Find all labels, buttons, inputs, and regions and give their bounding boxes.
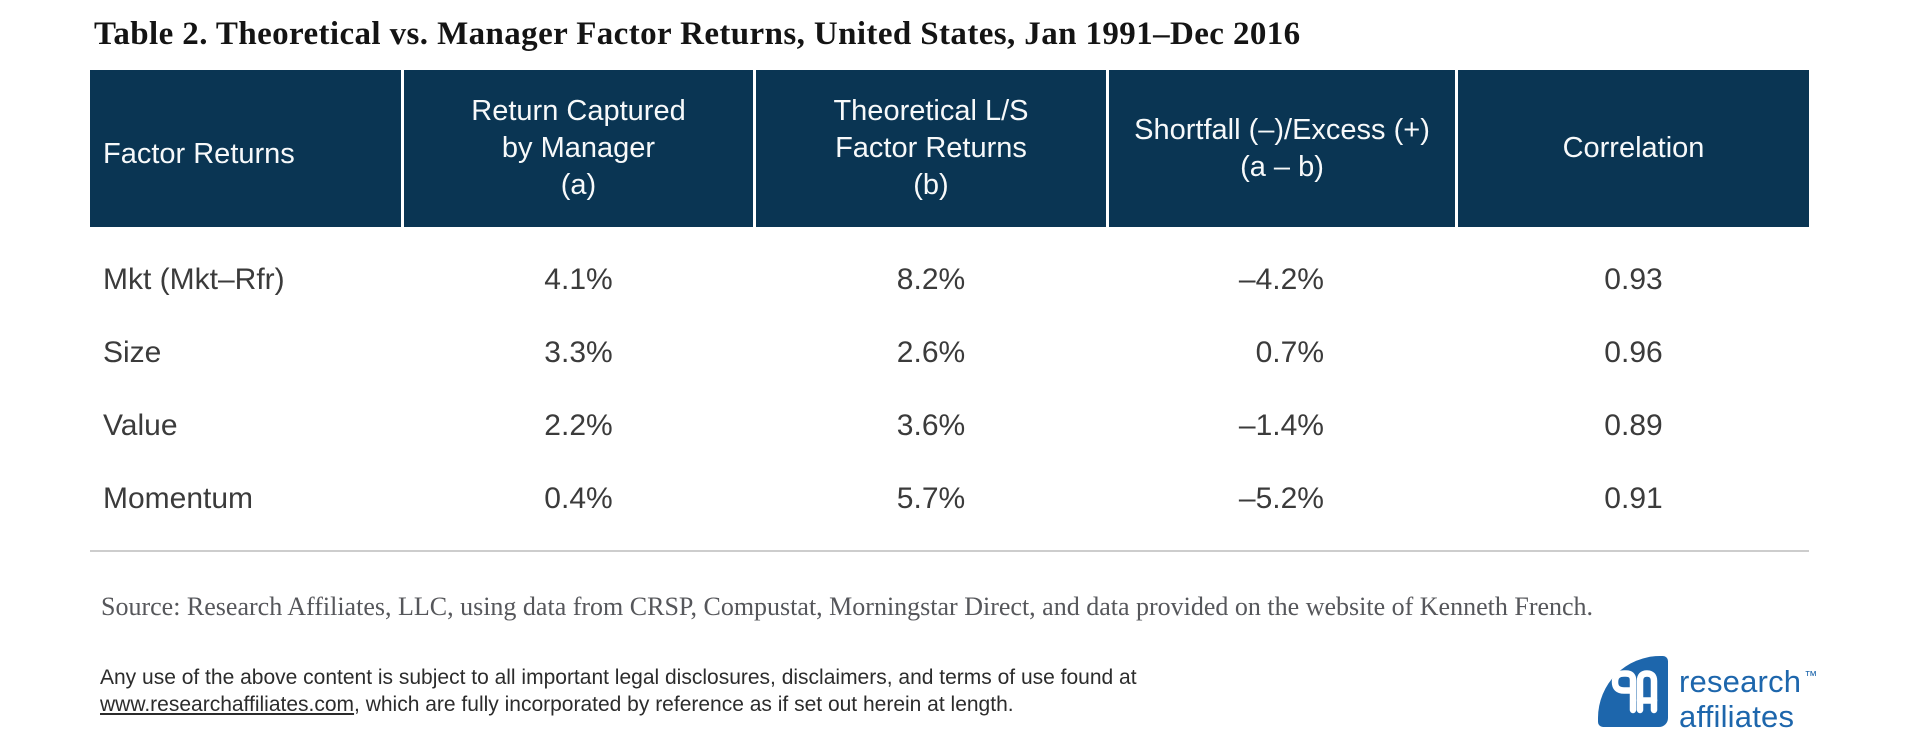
table-row-mkt: Mkt (Mkt–Rfr) 4.1% 8.2% –4.2% 0.93 bbox=[90, 243, 1809, 316]
shortfall-excess-value: –4.2% bbox=[1238, 262, 1324, 296]
manager-return-value: 4.1% bbox=[544, 262, 613, 296]
correlation-value: 0.96 bbox=[1604, 335, 1663, 369]
theoretical-return-value: 2.6% bbox=[896, 335, 966, 369]
logo-word-affiliates: affiliates bbox=[1679, 699, 1795, 734]
theoretical-return-value: 8.2% bbox=[896, 262, 966, 296]
header-label: by Manager bbox=[501, 132, 656, 164]
shortfall-excess-value: –1.4% bbox=[1238, 408, 1324, 442]
header-label: (b) bbox=[913, 169, 949, 201]
correlation-value: 0.89 bbox=[1604, 408, 1663, 442]
header-cell-shortfall-excess: Shortfall (–)/Excess (+) (a – b) bbox=[1109, 70, 1455, 227]
header-cell-return-captured: Return Captured by Manager (a) bbox=[404, 70, 753, 227]
header-label: Theoretical L/S bbox=[833, 95, 1029, 127]
legal-line1: Any use of the above content is subject … bbox=[100, 666, 1137, 689]
research-affiliates-logo: research ™ affiliates bbox=[1598, 656, 1818, 734]
logo-wordmark: research ™ affiliates bbox=[1679, 656, 1818, 734]
header-label: Correlation bbox=[1562, 132, 1705, 164]
legal-line2: , which are fully incorporated by refere… bbox=[354, 693, 1014, 716]
factor-returns-table: Factor Returns Return Captured by Manage… bbox=[90, 70, 1809, 552]
table-header-row: Factor Returns Return Captured by Manage… bbox=[90, 70, 1809, 227]
page-title: Table 2. Theoretical vs. Manager Factor … bbox=[94, 16, 1301, 52]
header-cell-correlation: Correlation bbox=[1458, 70, 1809, 227]
factor-name: Size bbox=[103, 335, 162, 369]
header-cell-factor-returns: Factor Returns bbox=[90, 70, 401, 227]
shortfall-excess-value: 0.7% bbox=[1255, 335, 1324, 369]
table-row-size: Size 3.3% 2.6% 0.7% 0.96 bbox=[90, 316, 1809, 389]
correlation-value: 0.91 bbox=[1604, 481, 1663, 515]
header-label: Factor Returns bbox=[103, 138, 295, 170]
logo-word-research: research bbox=[1679, 664, 1802, 699]
header-label: (a) bbox=[560, 169, 597, 201]
ra-monogram-icon bbox=[1598, 656, 1668, 727]
theoretical-return-value: 3.6% bbox=[896, 408, 966, 442]
shortfall-excess-value: –5.2% bbox=[1238, 481, 1324, 515]
legal-link[interactable]: www.researchaffiliates.com bbox=[100, 693, 355, 716]
theoretical-return-value: 5.7% bbox=[896, 481, 966, 515]
legal-disclaimer: Any use of the above content is subject … bbox=[100, 664, 1137, 718]
header-label: Shortfall (–)/Excess (+) bbox=[1134, 113, 1430, 146]
factor-name: Mkt (Mkt–Rfr) bbox=[103, 262, 285, 296]
factor-name: Value bbox=[103, 408, 178, 442]
table-body: Mkt (Mkt–Rfr) 4.1% 8.2% –4.2% 0.93 Size … bbox=[90, 227, 1809, 552]
manager-return-value: 0.4% bbox=[544, 481, 613, 515]
table-row-value: Value 2.2% 3.6% –1.4% 0.89 bbox=[90, 389, 1809, 462]
header-label: Factor Returns bbox=[835, 132, 1027, 164]
correlation-value: 0.93 bbox=[1604, 262, 1663, 296]
table-bottom-rule bbox=[90, 550, 1809, 552]
manager-return-value: 2.2% bbox=[544, 408, 613, 442]
trademark-symbol: ™ bbox=[1804, 668, 1818, 683]
header-label: Return Captured bbox=[471, 95, 686, 127]
source-note: Source: Research Affiliates, LLC, using … bbox=[101, 592, 1594, 621]
manager-return-value: 3.3% bbox=[544, 335, 613, 369]
factor-name: Momentum bbox=[103, 481, 254, 515]
table-row-momentum: Momentum 0.4% 5.7% –5.2% 0.91 bbox=[90, 462, 1809, 535]
header-label: (a – b) bbox=[1240, 150, 1324, 183]
header-cell-theoretical-ls: Theoretical L/S Factor Returns (b) bbox=[756, 70, 1106, 227]
